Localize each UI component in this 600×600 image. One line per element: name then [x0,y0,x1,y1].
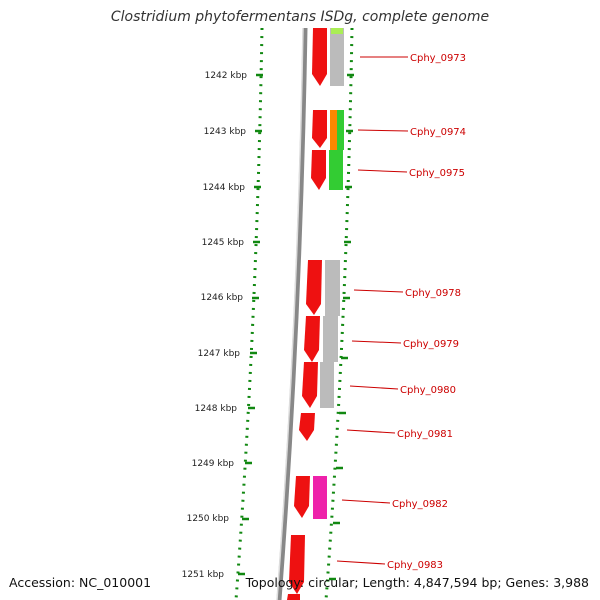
cds-arrow [294,476,310,518]
left-ruler-dots [234,27,264,600]
kbp-label: 1248 kbp [195,404,238,414]
genome-backbone [276,27,308,600]
kbp-label: 1249 kbp [192,459,235,469]
gene-label: Cphy_0978 [405,288,461,299]
gene-label: Cphy_0973 [410,53,466,64]
cds-arrow [287,594,300,600]
cog-block [313,476,327,519]
cds-arrow [302,362,318,408]
gene-label: Cphy_0981 [397,429,453,440]
kbp-label: 1243 kbp [204,127,247,137]
cog-block [337,110,344,150]
genome-summary-text: Topology: circular; Length: 4,847,594 bp… [245,575,589,590]
gene-label: Cphy_0975 [409,168,465,179]
cds-arrow [312,110,327,148]
cog-block [329,150,343,190]
cds-arrow [306,260,322,315]
left-kbp-ticks [238,73,263,576]
kbp-label: 1242 kbp [205,71,248,81]
cog-block [323,316,338,362]
right-ruler-dots [324,27,354,600]
cds-arrow [304,316,320,362]
cog-track [313,28,344,519]
kbp-labels: 1242 kbp 1243 kbp 1244 kbp 1245 kbp 1246… [182,71,248,580]
gene-label: Cphy_0983 [387,560,443,571]
cog-block [331,28,343,34]
cds-arrow [311,150,326,190]
cog-block [330,110,337,150]
cog-block [325,260,340,316]
gene-label: Cphy_0982 [392,499,448,510]
right-kbp-ticks [329,73,354,581]
accession-text: Accession: NC_010001 [9,575,152,590]
kbp-label: 1247 kbp [198,349,241,359]
gene-label: Cphy_0980 [400,385,456,396]
map-title: Clostridium phytofermentans ISDg, comple… [110,9,490,25]
cog-block [330,28,344,86]
gene-leader-lines [336,56,409,565]
genome-backbone-highlight [276,27,304,600]
kbp-label: 1250 kbp [187,514,230,524]
cds-arrow [299,413,315,441]
kbp-label: 1246 kbp [201,293,244,303]
cds-arrow [289,535,305,594]
gene-labels: Cphy_0973 Cphy_0974 Cphy_0975 Cphy_0978 … [387,53,466,571]
cds-track [287,28,327,600]
gene-label: Cphy_0979 [403,339,459,350]
kbp-label: 1251 kbp [182,570,225,580]
gene-label: Cphy_0974 [410,127,466,138]
kbp-label: 1244 kbp [203,183,246,193]
cds-arrow [312,28,327,86]
cog-block [320,362,334,408]
kbp-label: 1245 kbp [202,238,245,248]
